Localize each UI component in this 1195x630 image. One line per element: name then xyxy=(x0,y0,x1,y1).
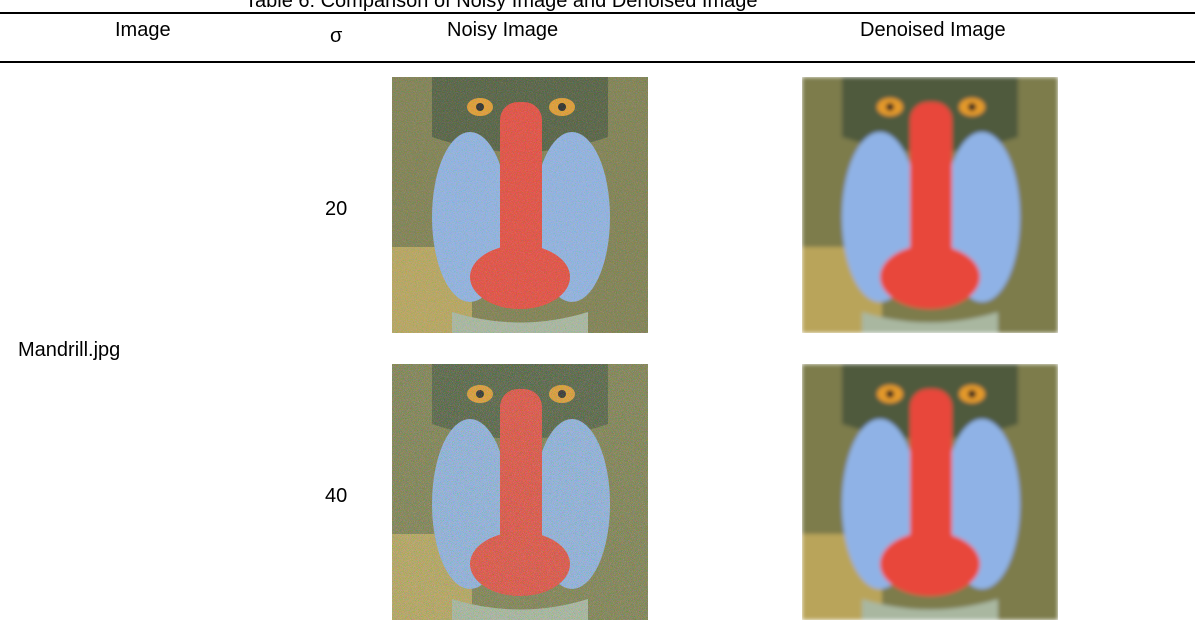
header-cell: Denoised Image xyxy=(860,19,1006,42)
header-cell: σ xyxy=(330,25,342,48)
page: Table 6: Comparison of Noisy Image and D… xyxy=(0,0,1195,630)
sigma-cell: 40 xyxy=(325,485,347,508)
denoised-image xyxy=(802,77,1058,333)
sigma-cell: 20 xyxy=(325,198,347,221)
header-cell: Image xyxy=(115,19,171,42)
noisy-image xyxy=(392,77,648,333)
image-name: Mandrill.jpg xyxy=(18,339,120,362)
top-rule xyxy=(0,12,1195,14)
header-rule xyxy=(0,61,1195,63)
denoised-image xyxy=(802,364,1058,620)
header-cell: Noisy Image xyxy=(447,19,558,42)
noisy-image xyxy=(392,364,648,620)
